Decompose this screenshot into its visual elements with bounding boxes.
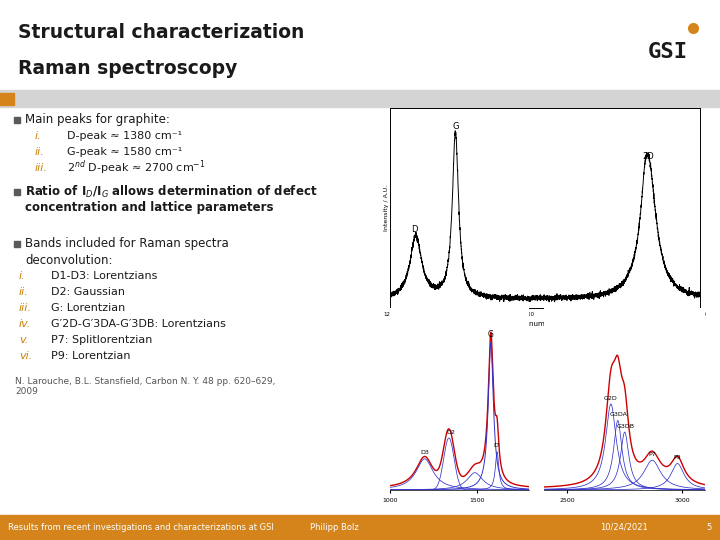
Text: Structural characterization: Structural characterization — [18, 23, 305, 42]
Text: Philipp Bolz: Philipp Bolz — [310, 523, 359, 532]
Text: 2009: 2009 — [15, 388, 38, 396]
Text: G′2D-G′3DA-G′3DB: Lorentzians: G′2D-G′3DA-G′3DB: Lorentzians — [51, 319, 226, 329]
Text: iii.: iii. — [19, 303, 32, 313]
Text: deconvolution:: deconvolution: — [25, 253, 112, 267]
Text: 2$^{nd}$ D-peak ≈ 2700 cm$^{-1}$: 2$^{nd}$ D-peak ≈ 2700 cm$^{-1}$ — [67, 159, 206, 177]
Text: ii.: ii. — [35, 147, 45, 157]
Text: G-peak ≈ 1580 cm⁻¹: G-peak ≈ 1580 cm⁻¹ — [67, 147, 182, 157]
Text: concentration and lattice parameters: concentration and lattice parameters — [25, 201, 274, 214]
Text: P7: Splitlorentzian: P7: Splitlorentzian — [51, 335, 153, 345]
Text: D2: Gaussian: D2: Gaussian — [51, 287, 125, 297]
Y-axis label: Intensity / A.U.: Intensity / A.U. — [384, 185, 389, 231]
Text: GSI: GSI — [648, 42, 688, 62]
Text: D1-D3: Lorentzians: D1-D3: Lorentzians — [51, 271, 158, 281]
Bar — [0, 90, 720, 107]
Text: P9: Lorentzian: P9: Lorentzian — [51, 351, 130, 361]
Text: 5: 5 — [706, 523, 711, 532]
Text: 10/24/2021: 10/24/2021 — [600, 523, 648, 532]
Bar — [0, 515, 720, 540]
Text: G: G — [452, 122, 459, 131]
Text: v.: v. — [19, 335, 28, 345]
Text: Raman spectroscopy: Raman spectroscopy — [18, 58, 238, 78]
Bar — [0, 93, 14, 105]
Text: ii.: ii. — [19, 287, 29, 297]
Text: Ratio of I$_D$/I$_G$ allows determination of defect: Ratio of I$_D$/I$_G$ allows determinatio… — [25, 184, 318, 200]
Text: iv.: iv. — [19, 319, 32, 329]
Text: Results from recent investigations and characterizations at GSI: Results from recent investigations and c… — [8, 523, 274, 532]
Text: 2D: 2D — [642, 152, 654, 161]
X-axis label: Wavenumber / cm⁻¹: Wavenumber / cm⁻¹ — [510, 320, 580, 327]
Text: G: Lorentzian: G: Lorentzian — [51, 303, 125, 313]
Text: Main peaks for graphite:: Main peaks for graphite: — [25, 113, 170, 126]
Text: D: D — [411, 225, 418, 234]
Text: i.: i. — [19, 271, 26, 281]
Text: iii.: iii. — [35, 163, 48, 173]
Text: Bands included for Raman spectra: Bands included for Raman spectra — [25, 238, 229, 251]
Text: i.: i. — [35, 131, 42, 141]
Text: vi.: vi. — [19, 351, 32, 361]
Text: N. Larouche, B.L. Stansfield, Carbon N. Y. 48 pp. 620–629,: N. Larouche, B.L. Stansfield, Carbon N. … — [15, 377, 275, 387]
Text: D-peak ≈ 1380 cm⁻¹: D-peak ≈ 1380 cm⁻¹ — [67, 131, 182, 141]
